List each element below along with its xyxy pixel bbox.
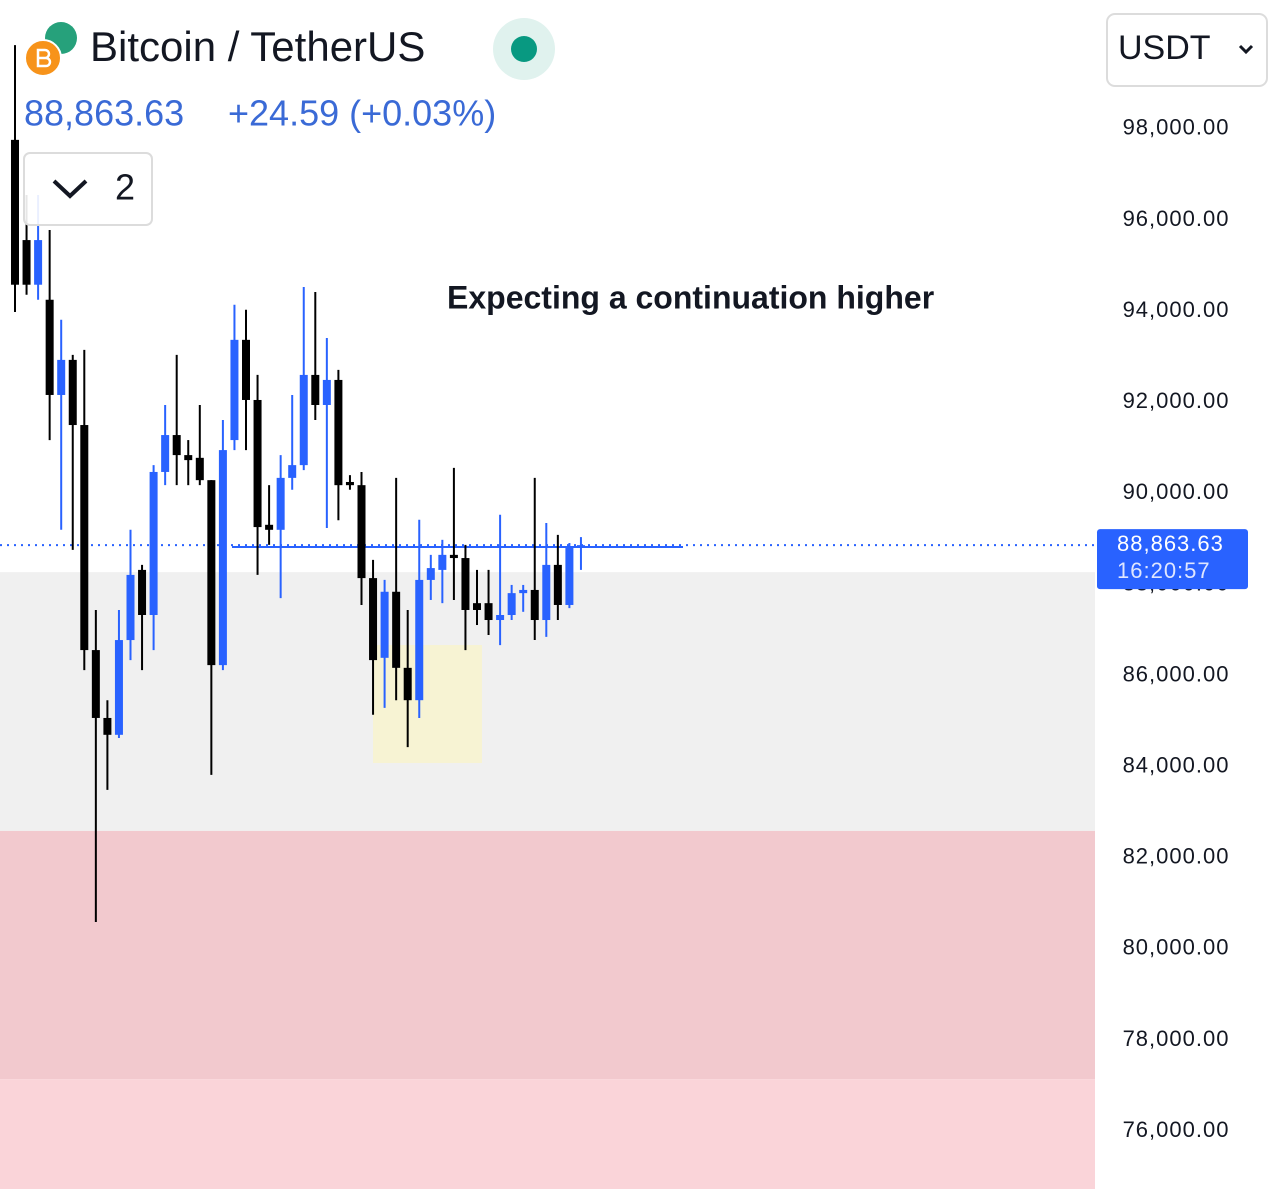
y-tick-label: 96,000.00 <box>1123 206 1230 231</box>
zone <box>0 1079 1095 1189</box>
candle-body <box>149 471 158 615</box>
candle-body <box>542 564 551 621</box>
candle-body <box>103 717 112 735</box>
candle-body <box>507 593 516 615</box>
annotation: Expecting a continuation higher <box>447 279 934 315</box>
candle-body <box>311 374 320 405</box>
candle-body <box>242 339 250 400</box>
candle-body <box>11 139 19 285</box>
y-tick-label: 78,000.00 <box>1123 1026 1230 1051</box>
axis-labels: 76,000.00 78,000.00 80,000.00 82,000.00 84,0… <box>1123 115 1230 1142</box>
candle-body <box>461 558 470 610</box>
candle-body <box>576 545 585 548</box>
y-tick-label: 92,000.00 <box>1123 388 1230 413</box>
candle-body <box>565 547 574 605</box>
candle-body <box>45 299 54 395</box>
candle-body <box>553 564 562 605</box>
highlight-box <box>373 645 482 763</box>
candle-body <box>288 465 297 478</box>
zone <box>0 830 1095 1080</box>
candle-body <box>519 589 528 594</box>
candle-body <box>357 485 366 579</box>
candle-body <box>426 568 435 580</box>
candles <box>11 45 585 923</box>
candle-body <box>34 240 43 285</box>
candle-body <box>496 615 505 621</box>
zones <box>0 572 1095 1189</box>
candle-body <box>369 578 378 661</box>
candle-body <box>345 481 354 486</box>
candle-body <box>380 591 389 658</box>
candle-body <box>195 457 204 481</box>
currency-label: USDT <box>1118 29 1211 67</box>
candle-body <box>161 435 170 472</box>
candle-body <box>322 379 331 405</box>
header-price: 88,863.63 <box>24 93 184 134</box>
y-tick-label: 76,000.00 <box>1123 1117 1230 1142</box>
candle-body <box>57 359 66 395</box>
candle-body <box>392 591 401 668</box>
y-tick-label: 84,000.00 <box>1123 753 1230 778</box>
y-tick-label: 86,000.00 <box>1123 661 1230 686</box>
price-tag-bg <box>1097 529 1248 590</box>
candle-body <box>265 524 274 530</box>
currency-select[interactable] <box>1106 13 1268 87</box>
candle-body <box>299 374 308 466</box>
candle-body <box>91 650 100 718</box>
price-tag-value: 88,863.63 <box>1117 531 1224 556</box>
candle-body <box>253 399 262 528</box>
candle-body <box>184 455 193 461</box>
candle-body <box>207 480 216 666</box>
y-tick-label: 80,000.00 <box>1123 935 1230 960</box>
symbol-title: Bitcoin / TetherUS <box>90 23 425 70</box>
y-tick-label: 90,000.00 <box>1123 479 1230 504</box>
candle-body <box>403 667 412 701</box>
indicator-count: 2 <box>115 167 135 208</box>
candle-body <box>138 569 147 615</box>
bitcoin-glyph <box>36 48 52 68</box>
header-change: +24.59 (+0.03%) <box>228 93 496 134</box>
chevron <box>52 179 88 199</box>
price-tag-countdown: 16:20:57 <box>1117 558 1211 583</box>
indicator-toggle[interactable] <box>23 152 153 226</box>
candle-body <box>334 379 343 486</box>
y-tick-label: 82,000.00 <box>1123 844 1230 869</box>
candle-body <box>80 425 89 651</box>
candle-body <box>126 574 135 641</box>
candle-body <box>22 240 31 285</box>
candle-body <box>449 554 458 559</box>
candle-body <box>172 435 181 456</box>
currency-chevron <box>1238 44 1254 55</box>
candle-body <box>484 603 493 621</box>
y-tick-label: 94,000.00 <box>1123 297 1230 322</box>
candle-body <box>114 640 123 735</box>
candle-body <box>68 359 77 426</box>
candle-body <box>415 579 424 701</box>
status-dot <box>511 36 537 62</box>
y-tick-label: 98,000.00 <box>1123 115 1230 140</box>
candle-body <box>276 477 285 530</box>
price-axis <box>1095 0 1280 1189</box>
candle-body <box>230 339 239 441</box>
candle-body <box>530 589 539 621</box>
candle-body <box>473 603 481 610</box>
candle-body <box>438 554 447 570</box>
candle-body <box>218 450 227 666</box>
